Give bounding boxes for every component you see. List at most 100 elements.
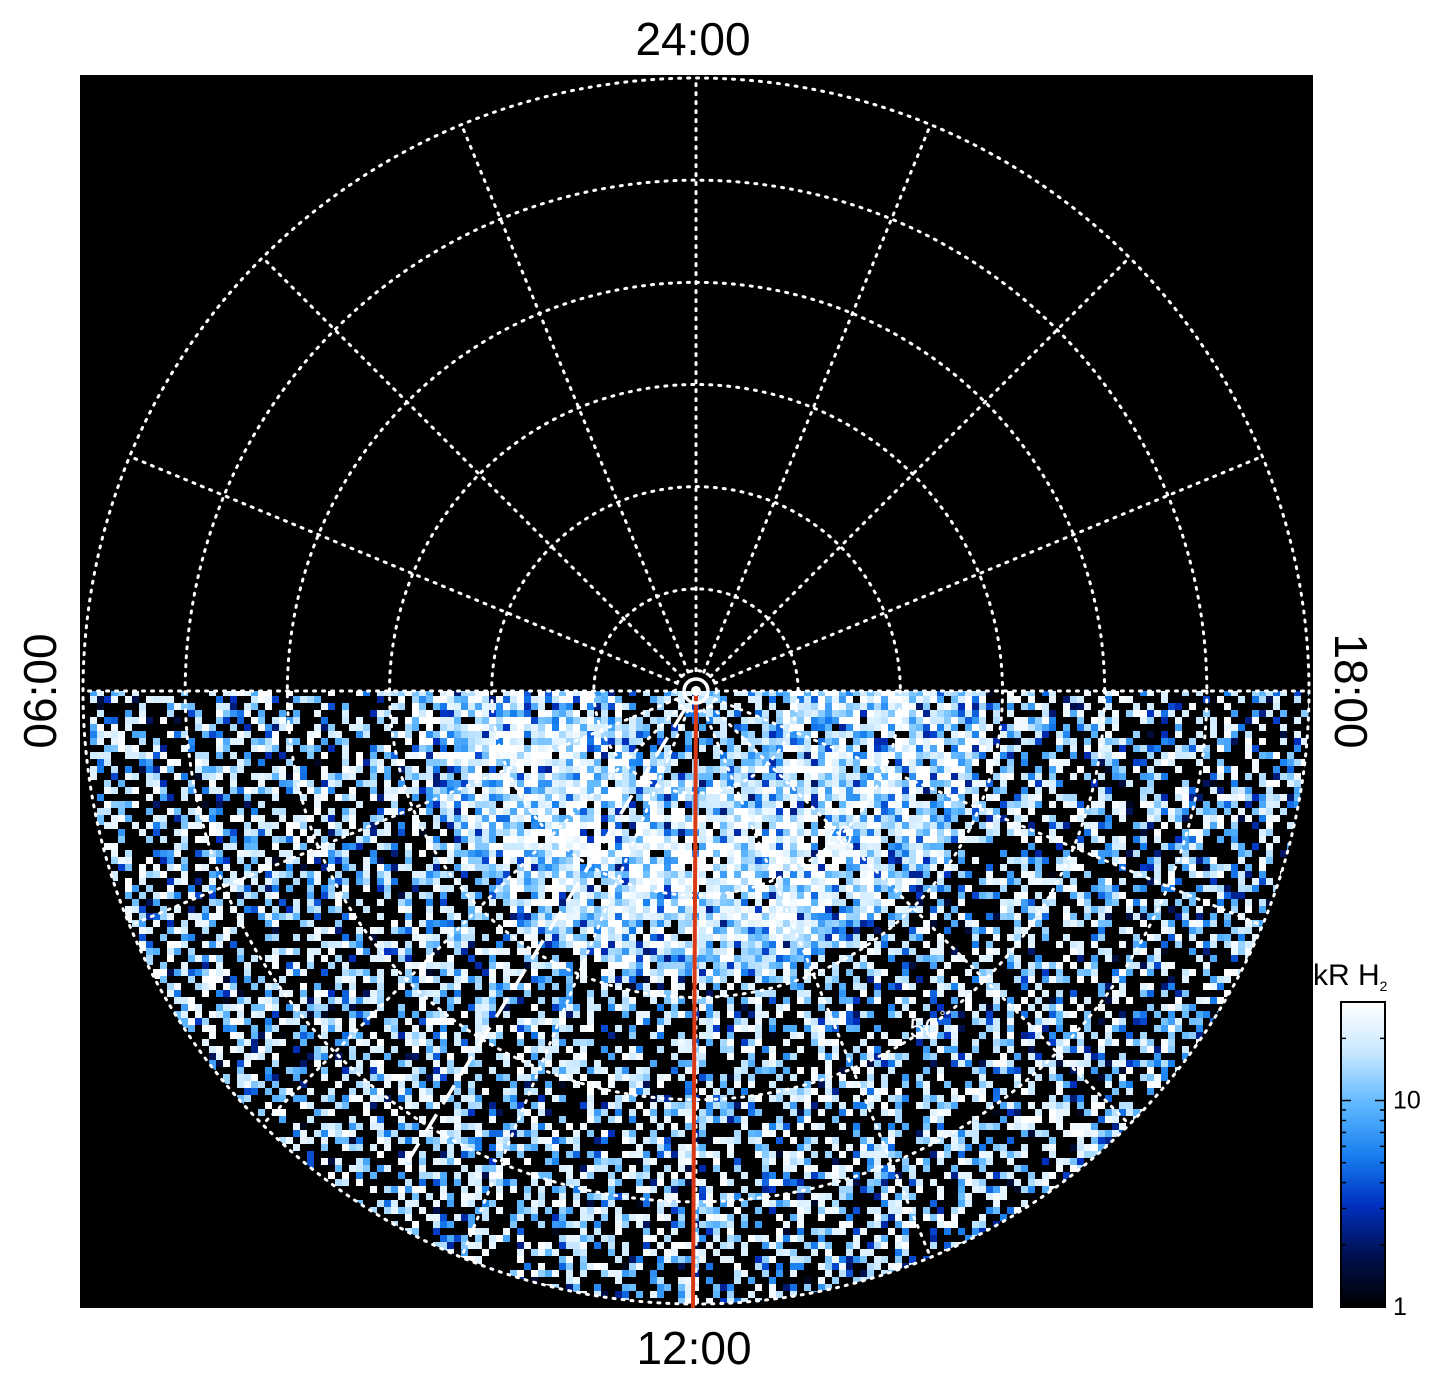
emission-cell xyxy=(272,724,279,734)
emission-cell xyxy=(622,724,629,734)
emission-cell xyxy=(1126,752,1133,762)
emission-cell xyxy=(1217,691,1224,699)
emission-cell xyxy=(902,738,909,748)
emission-cell xyxy=(825,717,832,727)
emission-cell xyxy=(552,738,559,748)
emission-cell xyxy=(650,691,657,699)
emission-cell xyxy=(293,691,300,699)
emission-cell xyxy=(1301,738,1308,748)
emission-cell xyxy=(755,717,762,727)
emission-cell xyxy=(846,710,853,720)
emission-cell xyxy=(783,696,790,706)
emission-cell xyxy=(734,717,741,727)
emission-cell xyxy=(342,696,349,706)
emission-cell xyxy=(930,745,937,755)
emission-cell xyxy=(1140,717,1147,727)
emission-cell xyxy=(762,696,769,706)
emission-cell xyxy=(489,703,496,713)
emission-cell xyxy=(552,703,559,713)
emission-cell xyxy=(1189,717,1196,727)
emission-cell xyxy=(90,752,97,762)
emission-cell xyxy=(300,703,307,713)
emission-cell xyxy=(839,738,846,748)
emission-cell xyxy=(412,724,419,734)
emission-cell xyxy=(251,710,258,720)
emission-cell xyxy=(545,717,552,727)
emission-cell xyxy=(608,731,615,741)
emission-cell xyxy=(223,738,230,748)
emission-cell xyxy=(650,703,657,713)
emission-cell xyxy=(1112,703,1119,713)
emission-cell xyxy=(895,696,902,706)
emission-cell xyxy=(328,703,335,713)
emission-cell xyxy=(300,745,307,755)
emission-cell xyxy=(461,703,468,713)
emission-cell xyxy=(832,703,839,713)
emission-cell xyxy=(972,724,979,734)
emission-cell xyxy=(1028,710,1035,720)
emission-cell xyxy=(146,703,153,713)
emission-cell xyxy=(734,738,741,748)
emission-cell xyxy=(566,710,573,720)
emission-cell xyxy=(748,691,755,699)
emission-cell xyxy=(321,738,328,748)
emission-cell xyxy=(923,691,930,699)
emission-cell xyxy=(139,745,146,755)
emission-cell xyxy=(1308,691,1309,699)
emission-cell xyxy=(664,752,671,762)
emission-cell xyxy=(1028,703,1035,713)
emission-cell xyxy=(1161,710,1168,720)
emission-cell xyxy=(111,738,118,748)
emission-cell xyxy=(1126,703,1133,713)
emission-cell xyxy=(881,738,888,748)
emission-cell xyxy=(496,745,503,755)
emission-cell xyxy=(475,717,482,727)
emission-cell xyxy=(286,703,293,713)
emission-cell xyxy=(524,745,531,755)
emission-cell xyxy=(608,703,615,713)
emission-cell xyxy=(398,696,405,706)
emission-cell xyxy=(524,691,531,699)
emission-cell xyxy=(209,696,216,706)
emission-cell xyxy=(1119,745,1126,755)
emission-cell xyxy=(965,731,972,741)
emission-cell xyxy=(888,696,895,706)
emission-cell xyxy=(251,717,258,727)
emission-cell xyxy=(433,745,440,755)
emission-cell xyxy=(951,752,958,762)
emission-cell xyxy=(1147,724,1154,734)
emission-cell xyxy=(811,696,818,706)
emission-cell xyxy=(272,745,279,755)
emission-cell xyxy=(1056,710,1063,720)
emission-cell xyxy=(1021,710,1028,720)
emission-cell xyxy=(1231,710,1238,720)
emission-cell xyxy=(1294,724,1301,734)
emission-cell xyxy=(979,710,986,720)
emission-cell xyxy=(328,710,335,720)
emission-cell xyxy=(314,752,321,762)
emission-cell xyxy=(412,752,419,762)
emission-cell xyxy=(972,738,979,748)
emission-cell xyxy=(909,717,916,727)
emission-cell xyxy=(622,703,629,713)
emission-cell xyxy=(167,717,174,727)
emission-cell xyxy=(825,710,832,720)
emission-cell xyxy=(811,691,818,699)
emission-cell xyxy=(517,691,524,699)
emission-cell xyxy=(293,731,300,741)
emission-cell xyxy=(587,717,594,727)
emission-cell xyxy=(230,745,237,755)
emission-cell xyxy=(1245,696,1252,706)
emission-cell xyxy=(755,724,762,734)
emission-cell xyxy=(447,717,454,727)
emission-cell xyxy=(699,724,706,734)
emission-cell xyxy=(230,717,237,727)
emission-cell xyxy=(223,696,230,706)
emission-cell xyxy=(405,752,412,762)
emission-cell xyxy=(531,745,538,755)
emission-cell xyxy=(454,731,461,741)
emission-cell xyxy=(979,752,986,762)
emission-cell xyxy=(902,710,909,720)
emission-cell xyxy=(1035,710,1042,720)
emission-cell xyxy=(440,731,447,741)
